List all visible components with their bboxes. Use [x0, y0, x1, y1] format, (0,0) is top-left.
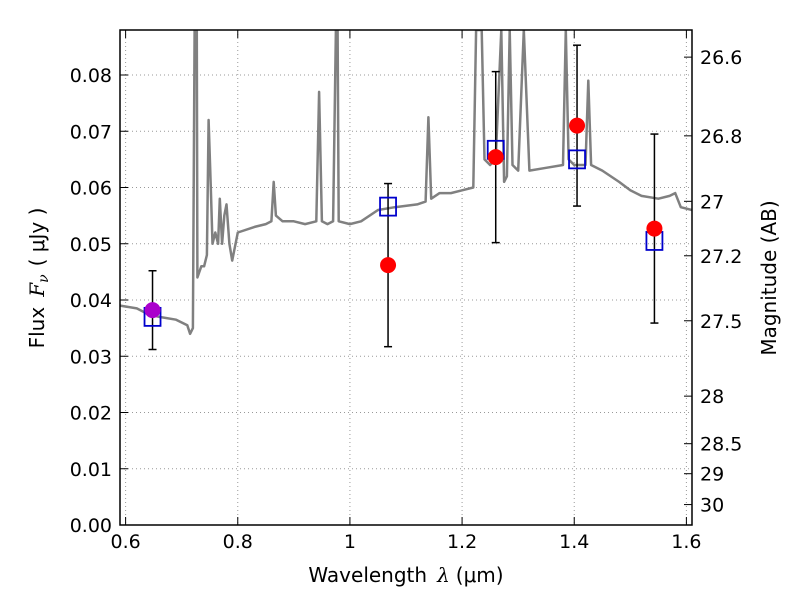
y-axis-ticks: 0.00 0.01 0.02 0.03 0.04 0.05 0.06 0.07 0.08 [70, 65, 128, 537]
y-tick-label: 0.02 [70, 403, 112, 425]
observed-photometry-layer [144, 117, 663, 319]
plot-background [120, 30, 692, 525]
observed-data-point [569, 117, 586, 134]
x-axis-label-unit: (μm) [456, 563, 504, 587]
x-axis-label-text: Wavelength [308, 563, 427, 587]
x-axis-label: Wavelength λ (μm) [308, 563, 503, 587]
x-tick-label: 1 [344, 531, 356, 553]
x-tick-label: 1.6 [671, 531, 701, 553]
spectrum-layer [120, 30, 692, 336]
y-axis-label-text: Flux [25, 307, 49, 349]
x-tick-label: 0.6 [110, 531, 140, 553]
magnitude-tick-label: 28.5 [700, 434, 742, 456]
spectrum-line [120, 30, 692, 336]
y-tick-label: 0.04 [70, 290, 112, 312]
magnitude-axis-label: Magnitude (AB) [757, 200, 781, 355]
magnitude-axis-ticks: 26.6 26.8 27 27.2 27.5 28 28.5 29 30 [684, 47, 742, 517]
x-tick-label: 1.2 [447, 531, 477, 553]
y-tick-label: 0.03 [70, 346, 112, 368]
highlight-data-point [144, 302, 161, 319]
observed-data-point [646, 220, 663, 237]
y-axis-label-symbol: F [25, 282, 49, 298]
x-axis-label-symbol: λ [436, 563, 450, 587]
magnitude-tick-label: 27 [700, 191, 724, 213]
y-axis-label-unit: ( μJy ) [25, 208, 49, 267]
y-axis-label-subscript: ν [36, 274, 52, 283]
model-photometry-square [379, 196, 397, 217]
plot-frame [119, 29, 693, 526]
y-tick-label: 0.00 [70, 515, 112, 537]
x-tick-label: 1.4 [559, 531, 589, 553]
magnitude-tick-label: 28 [700, 386, 724, 408]
magnitude-tick-label: 30 [700, 495, 724, 517]
magnitude-tick-label: 26.8 [700, 126, 742, 148]
magnitude-tick-label: 29 [700, 464, 724, 486]
x-tick-label: 0.8 [223, 531, 253, 553]
magnitude-tick-label: 26.6 [700, 47, 742, 69]
magnitude-tick-label: 27.5 [700, 311, 742, 333]
y-axis-label: Flux Fν ( μJy ) [25, 208, 52, 349]
y-tick-label: 0.07 [70, 121, 112, 143]
x-axis-ticks: 0.6 0.8 1 1.2 1.4 1.6 [110, 30, 702, 553]
model-photometry-square [568, 149, 586, 170]
magnitude-tick-label: 27.2 [700, 246, 742, 268]
observed-data-point [487, 149, 504, 166]
observed-data-point [380, 257, 397, 274]
y-tick-label: 0.01 [70, 459, 112, 481]
y-tick-label: 0.06 [70, 178, 112, 200]
y-tick-label: 0.08 [70, 65, 112, 87]
y-tick-label: 0.05 [70, 234, 112, 256]
